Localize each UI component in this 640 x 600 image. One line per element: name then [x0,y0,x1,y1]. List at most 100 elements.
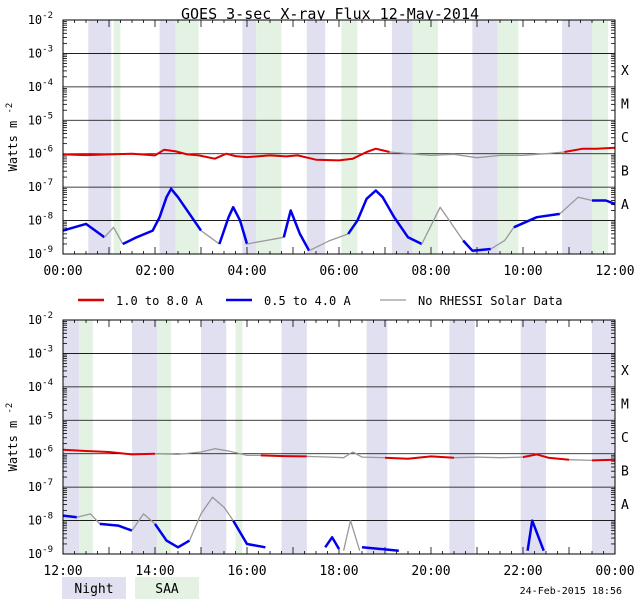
series-short-05-4A [200,230,220,245]
shading-label: Night [74,582,113,597]
y-tick-label: 10-6 [28,445,53,461]
x-tick-label: 12:00 [595,264,634,279]
plot-panel-2: 10-9 10-8 10-7 10-6 10-5 10-4 10-3 10-2 A B C M X Wat… [5,311,635,579]
night-band [132,320,158,554]
legend-label: 1.0 to 8.0 A [116,294,203,308]
series-short-05-4A [361,546,399,552]
series-long-1-8A [591,458,616,462]
x-tick-label: 10:00 [503,264,542,279]
series-short-05-4A [246,236,284,245]
series-long-1-8A [564,146,616,153]
series-short-05-4A [76,513,101,525]
series-short-05-4A [559,196,593,215]
series-short-05-4A [421,206,464,245]
generation-timestamp: 24-Feb-2015 18:56 [520,586,622,597]
series-short-05-4A [347,189,423,246]
x-tick-label: 08:00 [411,264,450,279]
flare-class-label: X [621,364,629,379]
y-tick-label: 10-4 [28,78,53,94]
y-tick-label: 10-4 [28,378,53,394]
shading-legend-night: Night [62,577,126,599]
series-short-05-4A [131,513,156,531]
flare-class-label: M [621,98,629,113]
series-long-1-8A [568,459,593,462]
chart-title: GOES 3-sec X-ray Flux 12-May-2014 [181,5,479,23]
y-tick-label: 10-5 [28,111,53,127]
plot-frame [62,19,616,255]
series-short-05-4A [122,187,203,246]
x-tick-label: 20:00 [411,564,450,579]
y-axis-label: Watts m -2 [5,403,20,472]
y-tick-label: 10-2 [28,311,53,327]
shading-legend: Night SAA [62,577,199,599]
saa-band [175,20,199,254]
x-tick-label: 12:00 [43,564,82,579]
series-long-1-8A [384,455,455,460]
flare-class-label: C [621,431,629,446]
saa-band [412,20,438,254]
series-long-1-8A [522,453,570,461]
y-tick-label: 10-8 [28,212,53,228]
series-short-05-4A [490,226,515,250]
saa-band [157,320,172,554]
x-tick-label: 22:00 [503,564,542,579]
night-band [63,320,80,554]
saa-band [113,20,121,254]
y-tick-label: 10-3 [28,344,53,360]
line-legend: 1.0 to 8.0 A 0.5 to 4.0 A No RHESSI Solar … [78,294,563,308]
saa-band [592,20,609,254]
night-band [306,20,326,254]
series-long-1-8A [453,456,524,459]
series-long-1-8A [306,451,386,459]
night-band [562,20,592,254]
night-band [391,20,413,254]
night-band [592,320,615,554]
flare-class-label: B [621,164,629,179]
series-short-05-4A [232,519,266,549]
series-short-05-4A [324,536,341,550]
shading-swatch [62,577,126,599]
night-band [472,20,498,254]
series-short-05-4A [513,212,560,229]
y-tick-label: 10-3 [28,44,53,60]
x-tick-label: 02:00 [135,264,174,279]
saa-band [79,320,93,554]
legend-item-norhessi: No RHESSI Solar Data [380,294,563,308]
series-long-1-8A [62,147,390,162]
series-short-05-4A [342,519,361,551]
y-tick-label: 10-9 [28,245,53,261]
night-band [201,320,227,554]
plot-frame [62,319,616,555]
series-short-05-4A [188,496,234,541]
saa-band [497,20,519,254]
series-short-05-4A [99,522,133,532]
series-short-05-4A [62,514,77,519]
shading-label: SAA [155,582,179,597]
night-band [366,320,388,554]
y-tick-label: 10-2 [28,11,53,27]
flare-class-label: X [621,64,629,79]
shading-legend-saa: SAA [135,577,199,599]
series-long-1-8A [389,151,565,159]
saa-band [235,320,243,554]
flare-class-label: A [621,498,629,513]
saa-band [256,20,282,254]
x-tick-label: 00:00 [595,564,634,579]
x-tick-label: 04:00 [227,264,266,279]
night-band [242,20,257,254]
night-band [88,20,112,254]
flare-class-label: B [621,464,629,479]
night-band [281,320,307,554]
legend-item-short: 0.5 to 4.0 A [226,294,351,308]
y-tick-label: 10-9 [28,545,53,561]
plot-panel-1: 10-9 10-8 10-7 10-6 10-5 10-4 10-3 10-2 A B C M X Wat… [5,11,635,279]
y-tick-label: 10-6 [28,145,53,161]
series-short-05-4A [592,199,616,206]
series-short-05-4A [462,239,491,252]
night-band [449,320,475,554]
series-short-05-4A [282,209,311,252]
series-short-05-4A [526,519,545,552]
flare-class-label: M [621,398,629,413]
x-tick-label: 14:00 [135,564,174,579]
